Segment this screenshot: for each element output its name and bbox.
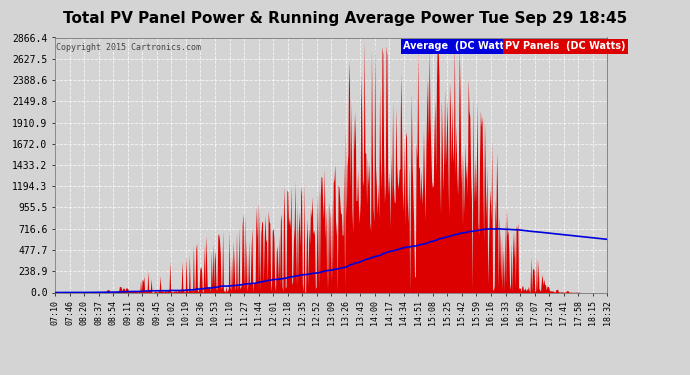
Text: Average  (DC Watts): Average (DC Watts) xyxy=(403,41,514,51)
Text: Total PV Panel Power & Running Average Power Tue Sep 29 18:45: Total PV Panel Power & Running Average P… xyxy=(63,11,627,26)
Text: PV Panels  (DC Watts): PV Panels (DC Watts) xyxy=(505,41,626,51)
Text: Copyright 2015 Cartronics.com: Copyright 2015 Cartronics.com xyxy=(57,43,201,52)
